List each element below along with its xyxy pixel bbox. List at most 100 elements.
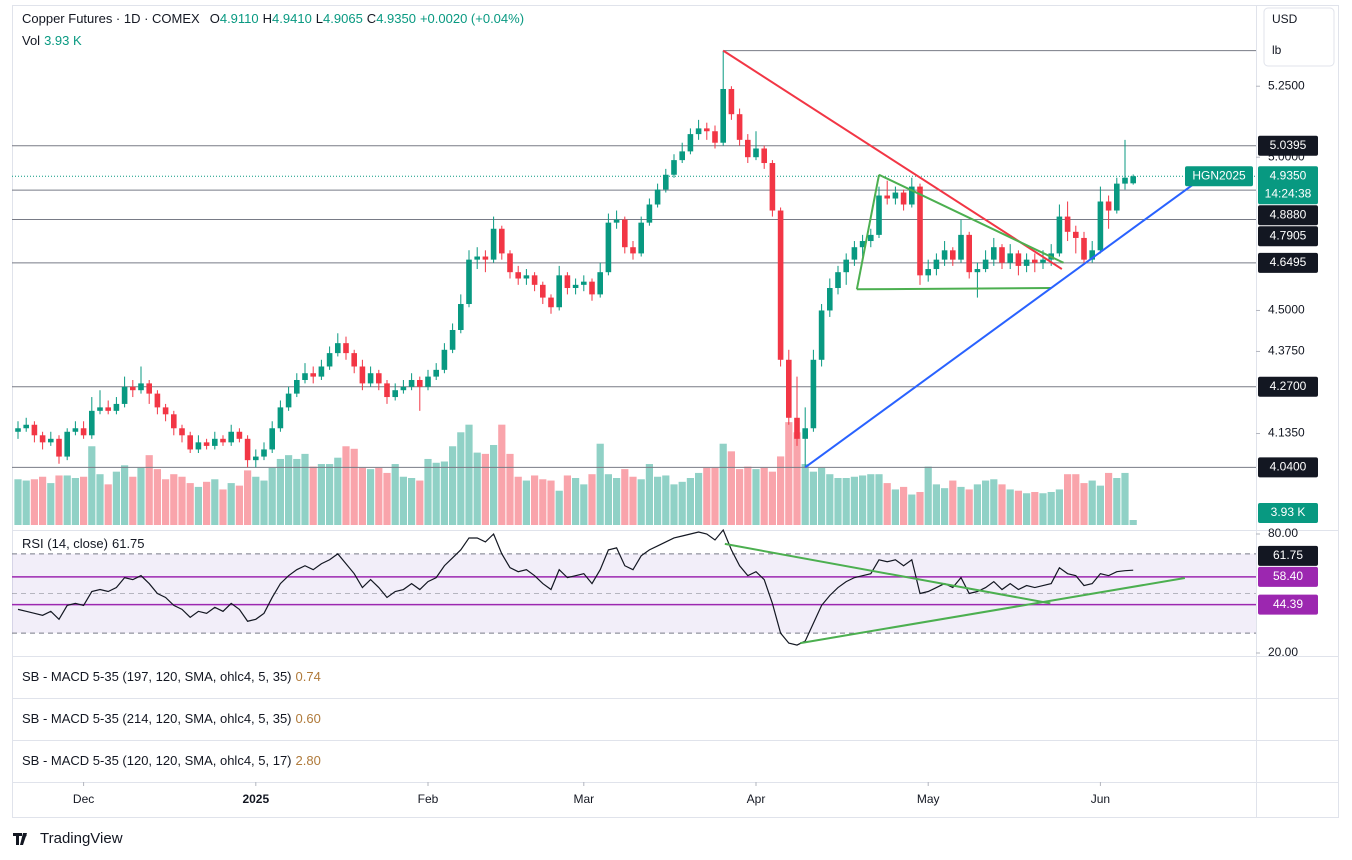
- candle-body: [531, 275, 538, 285]
- volume-bar: [30, 479, 38, 525]
- indicator-legend: SB - MACD 5-35 (197, 120, SMA, ohlc4, 5,…: [22, 669, 321, 684]
- candle-body: [212, 438, 218, 446]
- candle-body: [605, 222, 612, 273]
- volume-bar: [153, 469, 161, 525]
- unit-box[interactable]: [1263, 7, 1335, 67]
- level-label: 4.8880: [1270, 207, 1307, 221]
- candle-body: [1089, 250, 1095, 260]
- candle-body: [326, 353, 333, 367]
- candle-body: [1064, 216, 1071, 232]
- candle-body: [23, 424, 29, 429]
- candle-body: [556, 275, 562, 308]
- candle-body: [203, 442, 210, 446]
- candle-body: [827, 288, 833, 311]
- volume-bar: [547, 480, 555, 525]
- volume-bar: [121, 465, 129, 525]
- candle-body: [835, 272, 841, 289]
- candle-body: [695, 128, 702, 135]
- volume-bar: [949, 480, 957, 525]
- volume-bar: [727, 451, 735, 525]
- candle-body: [384, 383, 390, 398]
- volume-bar: [14, 479, 22, 525]
- volume-bar: [490, 444, 498, 525]
- candle-body: [851, 247, 858, 260]
- volume-bar: [580, 484, 588, 525]
- candle-body: [449, 329, 456, 350]
- volume-bar: [440, 461, 448, 525]
- volume-bar: [531, 475, 539, 525]
- rsi-level-label: 58.40: [1273, 569, 1303, 583]
- candle-body: [745, 139, 751, 158]
- volume-bar: [383, 472, 391, 525]
- candle-body: [433, 369, 439, 377]
- volume-bar: [375, 467, 383, 525]
- candle-body: [564, 275, 571, 289]
- candle-body: [843, 259, 849, 273]
- last-price-label: 4.9350: [1270, 168, 1307, 182]
- candle-body: [597, 272, 603, 295]
- volume-bar: [916, 491, 924, 525]
- volume-bar: [932, 484, 940, 525]
- volume-bar: [957, 486, 965, 525]
- volume-bar: [850, 476, 858, 525]
- volume-bar: [670, 484, 678, 525]
- volume-bar: [162, 479, 170, 525]
- candle-body: [351, 353, 357, 367]
- volume-bar: [1121, 472, 1129, 525]
- candle-body: [72, 428, 79, 432]
- volume-bar: [399, 476, 407, 525]
- candle-body: [794, 417, 800, 439]
- volume-legend: Vol 3.93 K: [22, 33, 86, 49]
- candle-body: [244, 438, 251, 461]
- volume-bar: [473, 452, 481, 525]
- ohlc-key: H: [262, 11, 273, 26]
- x-tick-label: Mar: [573, 792, 594, 806]
- indicator-name: SB - MACD 5-35 (214, 120, SMA, ohlc4, 5,…: [22, 711, 292, 726]
- volume-bar: [276, 458, 284, 525]
- ohlc-key: L: [315, 11, 324, 26]
- volume-bar: [965, 489, 973, 525]
- volume-bar: [719, 443, 727, 525]
- volume-bar: [768, 471, 776, 525]
- candle-body: [236, 431, 243, 439]
- volume-bar: [514, 476, 522, 525]
- candle-body: [859, 241, 866, 248]
- volume-bar: [563, 475, 571, 525]
- y-tick-label: 4.3750: [1268, 344, 1305, 358]
- candle-body: [48, 438, 54, 443]
- volume-bar: [555, 490, 563, 525]
- candle-body: [1122, 177, 1128, 184]
- candle-body: [999, 247, 1005, 263]
- candle-body: [523, 275, 530, 279]
- candle-body: [589, 281, 595, 295]
- candle-body: [572, 284, 579, 289]
- volume-bar: [695, 472, 703, 525]
- volume-bar: [203, 481, 211, 525]
- volume-bar: [457, 432, 465, 525]
- volume-bar: [244, 470, 252, 525]
- ohlc-value: 4.9065: [323, 11, 363, 26]
- volume-bar: [613, 478, 621, 525]
- level-label: 4.0400: [1270, 460, 1307, 474]
- volume-bar: [63, 475, 71, 525]
- candle-body: [769, 163, 776, 211]
- volume-bar: [211, 479, 219, 525]
- indicator-legend: SB - MACD 5-35 (214, 120, SMA, ohlc4, 5,…: [22, 711, 321, 726]
- volume-bar: [629, 476, 637, 525]
- candle-body: [876, 195, 882, 235]
- volume-bar: [793, 432, 801, 525]
- volume-bar: [924, 466, 932, 525]
- legend: Copper Futures · 1D · COMEX O4.9110 H4.941…: [22, 11, 528, 27]
- candle-body: [802, 428, 808, 439]
- volume-bar: [39, 476, 47, 525]
- volume-bar: [449, 446, 457, 525]
- volume-bar: [818, 467, 826, 525]
- level-label: 4.7905: [1270, 228, 1307, 242]
- brand: TradingView: [40, 830, 123, 847]
- indicator-legend: SB - MACD 5-35 (120, 120, SMA, ohlc4, 5,…: [22, 753, 321, 768]
- candle-body: [400, 386, 407, 391]
- candle-body: [974, 269, 981, 273]
